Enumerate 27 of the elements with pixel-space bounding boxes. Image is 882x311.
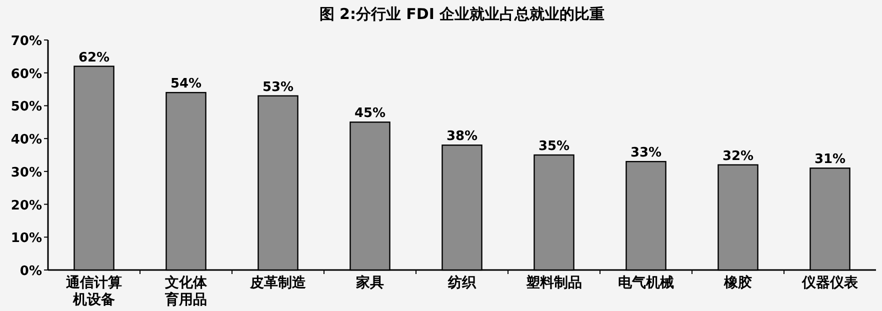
x-tick-label: 文化体育用品 [164, 274, 208, 308]
x-tick-label: 通信计算机设备 [65, 274, 122, 308]
data-label: 38% [446, 129, 478, 144]
chart-title: 图 2:分行业 FDI 企业就业占总就业的比重 [319, 5, 605, 23]
y-tick-label: 10% [10, 231, 42, 246]
y-tick-label: 70% [10, 34, 42, 49]
y-tick-label: 20% [10, 198, 42, 214]
data-label: 31% [814, 152, 846, 168]
data-label: 35% [538, 139, 570, 154]
x-tick-label: 皮革制造 [249, 275, 307, 291]
data-label: 54% [170, 76, 202, 92]
x-tick-label: 仪器仪表 [801, 275, 859, 291]
y-tick-label: 0% [20, 264, 42, 279]
x-tick-label: 家具 [355, 274, 384, 291]
x-tick-label: 橡胶 [723, 274, 752, 291]
x-tick-label: 塑料制品 [525, 274, 582, 291]
y-tick-label: 30% [10, 165, 42, 180]
data-label: 62% [78, 50, 110, 66]
data-label: 32% [722, 148, 754, 164]
x-tick-label: 纺织 [447, 274, 477, 291]
data-label: 53% [262, 80, 294, 95]
data-label: 33% [630, 146, 662, 161]
data-label: 45% [354, 106, 386, 122]
x-tick-label: 电气机械 [618, 275, 674, 291]
y-tick-label: 60% [10, 66, 42, 82]
y-tick-label: 50% [10, 100, 42, 115]
y-tick-label: 40% [10, 132, 42, 148]
